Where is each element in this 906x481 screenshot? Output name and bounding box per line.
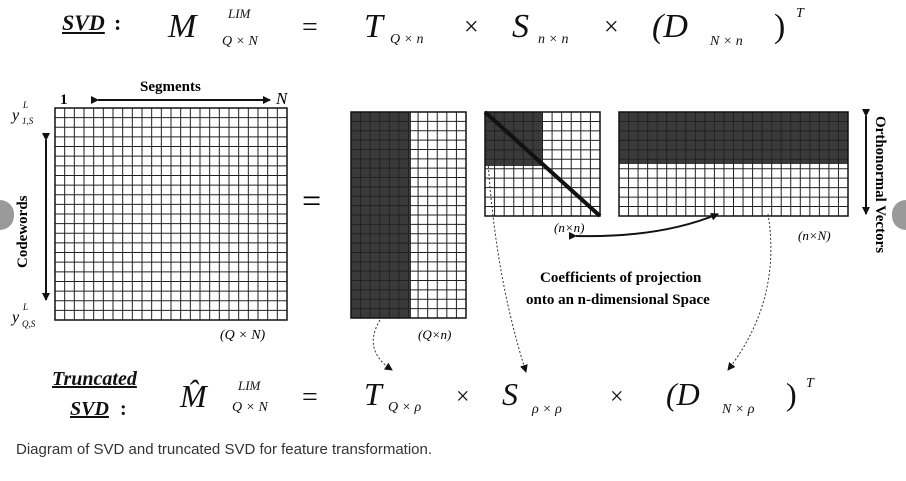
truncated-colon: :: [120, 398, 127, 420]
teq-d-open: (D: [666, 376, 700, 412]
teq-m: M̂: [180, 378, 207, 414]
matrix-m: [54, 107, 288, 321]
eq-times-1: ×: [464, 12, 479, 41]
eq-d-sup: T: [796, 6, 804, 21]
truncated-label-line1: Truncated: [52, 368, 137, 390]
matrix-s: [483, 110, 602, 218]
coefficient-label-line2: onto an n-dimensional Space: [526, 292, 710, 308]
d-truncate-arrow: [727, 213, 772, 371]
eq-s: S: [512, 8, 529, 45]
figure-caption: Diagram of SVD and truncated SVD for fea…: [16, 441, 433, 458]
svd-label: SVD: [62, 10, 105, 35]
teq-s: S: [502, 376, 518, 412]
codewords-label: Codewords: [15, 195, 31, 268]
segments-start-label: 1: [60, 92, 68, 108]
eq-m-sub: Q × N: [222, 34, 258, 49]
segments-end-label: N: [275, 89, 289, 108]
teq-s-sub: ρ × ρ: [532, 402, 562, 417]
next-image-button[interactable]: [892, 200, 906, 230]
s-dimension-label: (n×n): [554, 220, 584, 235]
y-bottom-sup: L: [22, 302, 28, 312]
truncated-label-line2: SVD: [70, 398, 109, 420]
teq-equals: =: [302, 382, 318, 413]
eq-d-open: (D: [652, 8, 688, 45]
teq-times-2: ×: [610, 384, 624, 410]
eq-equals: =: [302, 12, 318, 43]
y-top-sup: L: [22, 100, 28, 110]
teq-m-sup: LIM: [238, 378, 261, 393]
t-dimension-label: (Q×n): [418, 327, 451, 342]
matrix-equals: =: [302, 183, 321, 220]
coefficient-arrow: [568, 212, 719, 240]
t-truncate-arrow: [372, 319, 393, 371]
d-dimension-label: (n×N): [798, 228, 831, 243]
y-bottom-label: y: [10, 309, 20, 326]
eq-d-sub: N × n: [710, 34, 743, 49]
y-bottom-sub: Q,S: [22, 319, 36, 329]
coefficient-label-line1: Coefficients of projection: [540, 270, 702, 286]
teq-m-sub: Q × N: [232, 400, 268, 415]
teq-d-sub: N × ρ: [722, 402, 755, 417]
matrix-d: [618, 111, 849, 217]
matrix-t: [350, 111, 467, 319]
teq-t: T: [364, 376, 382, 412]
y-top-label: y: [10, 107, 20, 124]
eq-d-close: ): [774, 8, 786, 45]
teq-t-sub: Q × ρ: [388, 400, 422, 415]
orthonormal-label: Orthonormal Vectors: [872, 116, 888, 253]
m-dimension-label: (Q × N): [220, 328, 266, 343]
segments-label: Segments: [140, 79, 201, 95]
teq-times-1: ×: [456, 384, 470, 410]
eq-m-sup: LIM: [228, 6, 251, 21]
eq-t-sub: Q × n: [390, 32, 424, 47]
eq-s-sub: n × n: [538, 32, 569, 47]
teq-d-close: ): [786, 376, 797, 412]
eq-m: M: [168, 8, 197, 45]
eq-t: T: [364, 8, 383, 45]
y-top-sub: 1,S: [22, 116, 34, 126]
eq-times-2: ×: [604, 12, 619, 41]
previous-image-button[interactable]: [0, 200, 14, 230]
svd-colon: :: [114, 10, 122, 35]
teq-d-sup: T: [806, 376, 814, 391]
